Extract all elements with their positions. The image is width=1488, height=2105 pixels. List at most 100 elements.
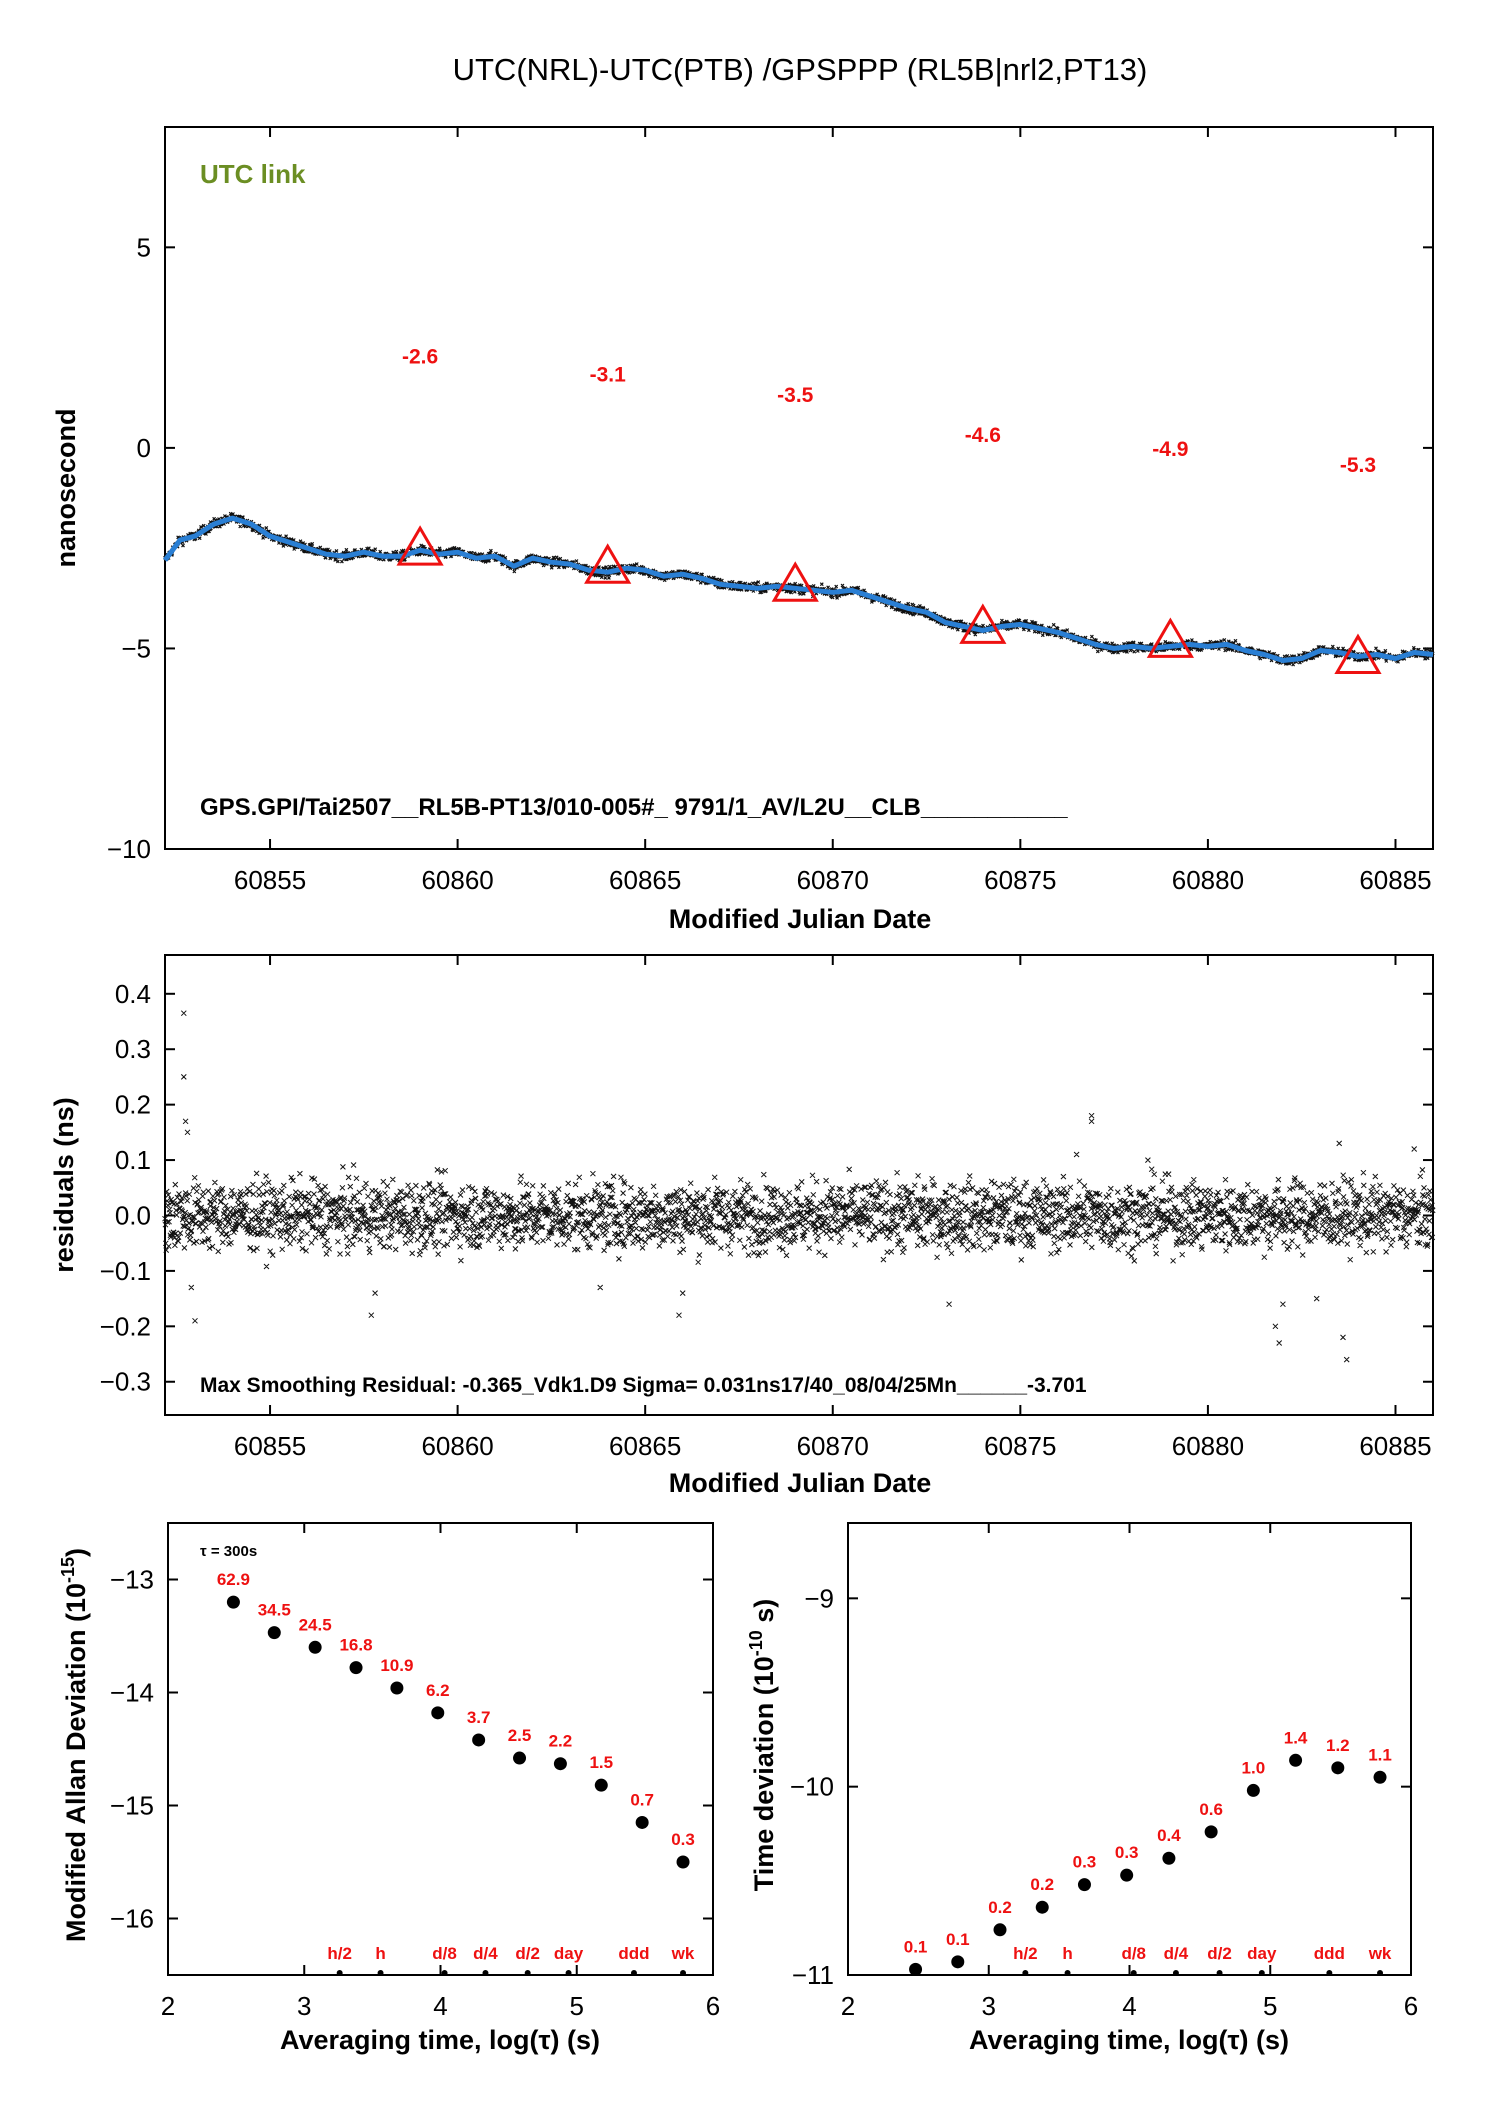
- deviation-point-label: 0.6: [1199, 1800, 1223, 1819]
- time-mark-dot: [1377, 1970, 1384, 1976]
- tdev-points: 0.1 0.1 0.2 0.2 0.3 0.3 0.4 0.6 1.0 1.4 1.2 1.1: [904, 1728, 1392, 1976]
- time-mark-label: d/2: [515, 1944, 540, 1963]
- deviation-point: [431, 1706, 445, 1720]
- deviation-point: [594, 1778, 608, 1792]
- y-tick-label: 0.4: [115, 979, 151, 1009]
- deviation-point: [1246, 1783, 1260, 1797]
- time-mark-dot: [1326, 1970, 1333, 1976]
- marker-triangle: [584, 543, 632, 584]
- time-mark-label: ddd: [1314, 1944, 1345, 1963]
- time-mark-label: wk: [671, 1944, 695, 1963]
- deviation-point-label: 0.1: [904, 1937, 928, 1956]
- x-tick-label: 3: [982, 1991, 996, 2021]
- x-tick-label: 60855: [234, 865, 306, 895]
- time-mark-label: day: [1247, 1944, 1277, 1963]
- deviation-point: [308, 1640, 322, 1654]
- time-mark-label: h: [1062, 1944, 1072, 1963]
- x-tick-label: 60885: [1359, 1431, 1431, 1461]
- deviation-point-label: 0.2: [988, 1898, 1012, 1917]
- allan-y-tick-labels: −13 −14 −15 −16: [110, 1565, 154, 1934]
- marker-label: -4.6: [965, 424, 1001, 447]
- deviation-point-label: 0.7: [630, 1790, 654, 1809]
- marker-label: -3.1: [590, 364, 627, 387]
- residuals-x-tick-labels: 60855 60860 60865 60870 60875 60880 60885: [234, 1431, 1432, 1461]
- marker-triangle: [1146, 617, 1195, 658]
- deviation-point-label: 2.5: [508, 1726, 532, 1745]
- x-tick-label: 4: [433, 1991, 447, 2021]
- x-tick-label: 5: [1263, 1991, 1277, 2021]
- deviation-point: [267, 1626, 281, 1640]
- y-tick-label: −13: [110, 1565, 154, 1595]
- marker-triangle: [771, 561, 819, 602]
- deviation-point-label: 1.1: [1368, 1745, 1392, 1764]
- x-tick-label: 60880: [1172, 865, 1244, 895]
- deviation-point-label: 0.4: [1157, 1826, 1181, 1845]
- marker-triangle: [1334, 633, 1382, 674]
- x-tick-label: 60885: [1359, 865, 1431, 895]
- time-series-y-axis-title: nanosecond: [51, 408, 81, 567]
- x-tick-label: 5: [570, 1991, 584, 2021]
- time-mark-label: h/2: [327, 1944, 352, 1963]
- time-mark-label: ddd: [618, 1944, 649, 1963]
- deviation-point: [1373, 1770, 1387, 1784]
- residuals-panel: 60855 60860 60865 60870 60875 60880 60885 0.40…: [49, 954, 1436, 1498]
- deviation-point: [390, 1681, 404, 1695]
- allan-y-axis-title-main: Modified Allan Deviation (10: [61, 1583, 91, 1942]
- deviation-point-label: 0.1: [946, 1930, 970, 1949]
- residuals-y-axis-title: residuals (ns): [49, 1097, 79, 1273]
- deviation-point-label: 62.9: [217, 1570, 250, 1589]
- deviation-point: [1162, 1851, 1176, 1865]
- time-series-panel: 60855 60860 60865 60870 60875 60880 60885 5 0 −5…: [51, 126, 1435, 934]
- marker-label: -4.9: [1152, 438, 1188, 461]
- time-series-x-tick-labels: 60855 60860 60865 60870 60875 60880 60885: [234, 865, 1432, 895]
- y-tick-label: −5: [121, 633, 151, 663]
- tdev-x-axis-title: Averaging time, log(τ) (s): [969, 2025, 1289, 2055]
- x-tick-label: 60865: [609, 865, 681, 895]
- allan-time-marks: h/2 h d/8 d/4 d/2 day ddd wk: [327, 1944, 695, 1976]
- x-tick-label: 60860: [421, 1431, 493, 1461]
- tdev-y-axis-title-tail: s): [749, 1599, 779, 1631]
- deviation-point: [513, 1751, 527, 1765]
- deviation-point-label: 3.7: [467, 1708, 491, 1727]
- deviation-point: [472, 1733, 486, 1747]
- deviation-point: [1289, 1753, 1303, 1767]
- time-mark-label: day: [554, 1944, 584, 1963]
- x-tick-label: 60870: [797, 1431, 869, 1461]
- deviation-point: [951, 1955, 965, 1969]
- residuals-points: [162, 1010, 1436, 1363]
- time-mark-label: wk: [1368, 1944, 1392, 1963]
- marker-label: -3.5: [777, 384, 814, 407]
- marker-label: -2.6: [402, 346, 438, 369]
- time-mark-dot: [1064, 1970, 1071, 1976]
- deviation-point: [676, 1855, 690, 1869]
- tdev-y-axis-title: Time deviation (10-10 s): [746, 1599, 779, 1892]
- marker-triangle: [396, 525, 444, 566]
- time-mark-label: h: [375, 1944, 385, 1963]
- time-mark-dot: [377, 1970, 384, 1976]
- y-tick-label: 0.0: [115, 1200, 151, 1230]
- x-tick-label: 6: [706, 1991, 720, 2021]
- deviation-point: [993, 1923, 1007, 1937]
- x-tick-label: 6: [1404, 1991, 1418, 2021]
- residuals-plot-frame: [164, 954, 1434, 1416]
- time-mark-label: d/8: [1121, 1944, 1146, 1963]
- allan-y-axis-title-tail: ): [61, 1548, 91, 1557]
- time-mark-dot: [441, 1970, 448, 1976]
- time-series-plot-frame: [164, 126, 1434, 850]
- x-tick-label: 60855: [234, 1431, 306, 1461]
- y-tick-label: −0.1: [100, 1256, 151, 1286]
- y-tick-label: 0.2: [115, 1090, 151, 1120]
- time-mark-dot: [336, 1970, 343, 1976]
- tdev-y-axis-title-exponent: -10: [746, 1630, 766, 1656]
- time-mark-dot: [565, 1970, 572, 1976]
- utc-link-label: UTC link: [200, 159, 306, 189]
- allan-y-axis-title: Modified Allan Deviation (10-15): [58, 1548, 91, 1942]
- deviation-point: [553, 1757, 567, 1771]
- tdev-y-axis-title-main: Time deviation (10: [749, 1656, 779, 1891]
- residuals-ticks: [165, 955, 1433, 1415]
- link-info-footer: GPS.GPI/Tai2507__RL5B-PT13/010-005#_ 979…: [200, 794, 1068, 821]
- time-mark-dot: [680, 1970, 687, 1976]
- y-tick-label: −0.2: [100, 1311, 151, 1341]
